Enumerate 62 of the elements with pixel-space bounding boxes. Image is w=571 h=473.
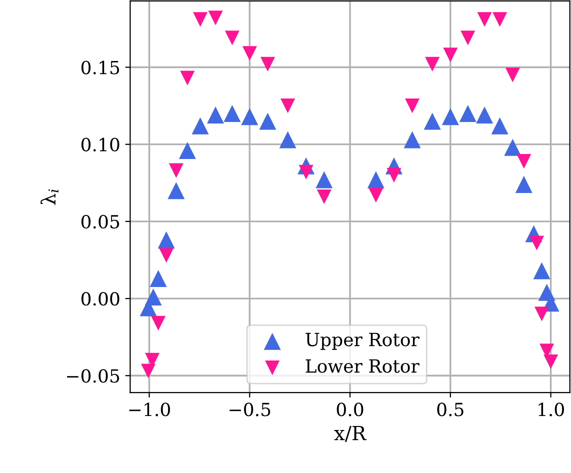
- point: [259, 112, 276, 130]
- point: [476, 106, 494, 124]
- point: [150, 270, 167, 287]
- point: [224, 30, 240, 46]
- point: [477, 12, 492, 27]
- point: [529, 236, 544, 250]
- point: [192, 12, 208, 27]
- x-tick-label: 0.0: [336, 402, 364, 416]
- point: [180, 70, 195, 86]
- point: [442, 108, 459, 126]
- point: [159, 248, 174, 263]
- point: [192, 117, 209, 134]
- x-tick-label: −1.0: [129, 402, 170, 416]
- point: [208, 10, 223, 26]
- point: [533, 262, 550, 280]
- point: [168, 163, 184, 178]
- point: [280, 98, 296, 114]
- point: [144, 288, 162, 306]
- point: [404, 98, 420, 114]
- y-tick-label: 0.00: [81, 292, 120, 306]
- point: [367, 171, 384, 188]
- point: [386, 168, 402, 182]
- y-tick-label: 0.15: [81, 60, 120, 74]
- x-tick-label: 0.5: [437, 402, 464, 416]
- legend-label: Upper Rotor: [306, 332, 420, 350]
- point: [459, 105, 476, 122]
- point: [178, 142, 196, 160]
- point: [491, 117, 508, 134]
- point: [425, 56, 440, 72]
- point: [207, 106, 224, 124]
- point: [224, 105, 241, 122]
- y-tick-label: −0.05: [67, 369, 120, 383]
- y-tick-label: 0.05: [81, 214, 120, 229]
- x-axis-title: x/R: [334, 426, 367, 442]
- point: [460, 30, 476, 46]
- x-tick-label: −0.5: [230, 402, 270, 416]
- point: [505, 68, 520, 82]
- point: [241, 108, 258, 126]
- point: [140, 364, 156, 378]
- point: [368, 188, 384, 203]
- point: [544, 354, 558, 370]
- point: [404, 131, 421, 148]
- point: [242, 46, 257, 61]
- point: [424, 112, 441, 130]
- x-tick-label: 1.0: [538, 402, 564, 416]
- point: [492, 12, 508, 27]
- point: [515, 176, 532, 193]
- y-tick-label: 0.10: [81, 138, 120, 152]
- point: [516, 154, 532, 169]
- point: [504, 138, 522, 156]
- legend-label: Lower Rotor: [306, 359, 420, 373]
- point: [151, 316, 166, 330]
- y-axis-title: λ$_{i}$: [40, 189, 58, 205]
- point: [316, 171, 333, 188]
- point: [279, 131, 296, 148]
- point: [260, 56, 275, 72]
- point: [298, 164, 314, 180]
- point: [168, 182, 185, 200]
- point: [443, 48, 458, 62]
- point: [316, 189, 332, 204]
- point: [158, 231, 175, 248]
- point: [534, 306, 550, 322]
